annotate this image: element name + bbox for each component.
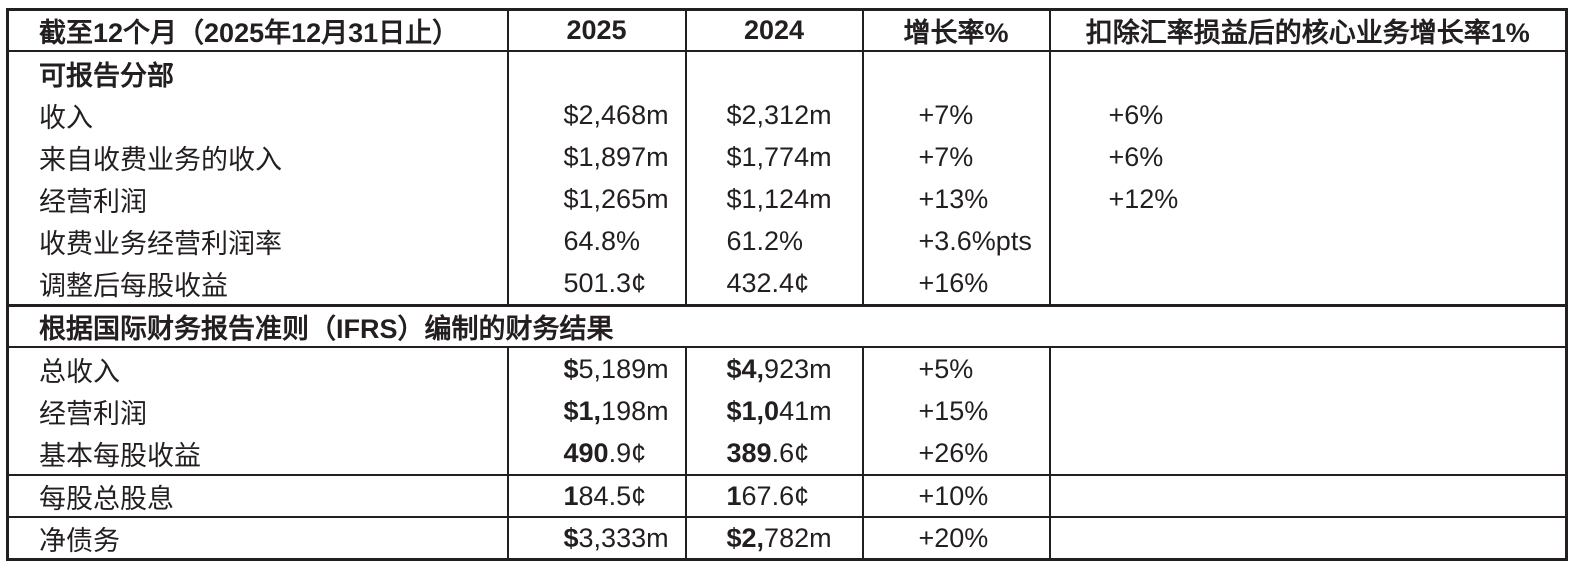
growth-value: +10%	[861, 474, 1050, 517]
table-row: 基本每股收益 490.9¢ 389.6¢ +26%	[8, 432, 1567, 475]
empty-cell	[1048, 51, 1567, 94]
financial-results-table: 截至12个月（2025年12月31日止） 2025 2024 增长率% 扣除汇率…	[6, 8, 1568, 561]
row-label: 收入	[39, 102, 93, 133]
value-2024: $2,782m	[684, 516, 863, 560]
growth-value: +3.6%pts	[861, 220, 1050, 262]
section-header-row-ifrs: 根据国际财务报告准则（IFRS）编制的财务结果	[7, 304, 1567, 348]
value-2024: $1,124m	[684, 178, 863, 220]
col-header-period: 截至12个月（2025年12月31日止）	[7, 9, 508, 52]
value-2025: $3,333m	[506, 516, 686, 560]
row-label: 调整后每股收益	[39, 270, 228, 301]
row-label: 经营利润	[39, 398, 147, 429]
value-2024: $2,312m	[684, 94, 863, 136]
row-label: 经营利润	[39, 186, 147, 217]
value-2025: $1,897m	[506, 136, 686, 178]
value-2025: $5,189m	[506, 347, 686, 390]
core-growth-value	[1048, 390, 1567, 432]
core-growth-value	[1048, 262, 1567, 306]
col-header-growth: 增长率%	[861, 9, 1050, 52]
col-header-2025: 2025	[506, 9, 686, 52]
empty-cell	[861, 51, 1050, 94]
core-growth-value	[1048, 432, 1567, 475]
value-2024: $1,774m	[684, 136, 863, 178]
value-2024: 389.6¢	[684, 432, 863, 475]
table-row: 经营利润 $1,265m $1,124m +13% +12%	[8, 178, 1567, 220]
value-2024: 432.4¢	[684, 262, 863, 306]
core-growth-value	[1048, 516, 1567, 560]
value-2025: 490.9¢	[506, 432, 686, 475]
col-header-core-growth: 扣除汇率损益后的核心业务增长率1%	[1048, 9, 1567, 52]
table-row: 收入 $2,468m $2,312m +7% +6%	[8, 94, 1567, 136]
table-row: 每股总股息 184.5¢ 167.6¢ +10%	[7, 474, 1567, 517]
core-growth-value: +6%	[1048, 94, 1567, 136]
row-label: 总收入	[39, 356, 120, 387]
section-title: 根据国际财务报告准则（IFRS）编制的财务结果	[7, 304, 1567, 348]
core-growth-value	[1048, 347, 1567, 390]
table-row: 总收入 $5,189m $4,923m +5%	[8, 347, 1567, 390]
section-title: 可报告分部	[39, 60, 174, 91]
core-growth-value: +6%	[1048, 136, 1567, 178]
growth-value: +26%	[861, 432, 1050, 475]
table-row: 收费业务经营利润率 64.8% 61.2% +3.6%pts	[8, 220, 1567, 262]
value-2024: $4,923m	[684, 347, 863, 390]
core-growth-value: +12%	[1048, 178, 1567, 220]
empty-cell	[684, 51, 863, 94]
section-header-row-reportable-segment: 可报告分部	[8, 51, 1567, 94]
value-2025: $1,265m	[506, 178, 686, 220]
value-2024: 167.6¢	[684, 474, 863, 517]
row-label: 每股总股息	[7, 474, 508, 517]
growth-value: +16%	[861, 262, 1050, 306]
row-label: 收费业务经营利润率	[39, 228, 282, 259]
table-header-row: 截至12个月（2025年12月31日止） 2025 2024 增长率% 扣除汇率…	[7, 9, 1567, 52]
value-2025: $1,198m	[506, 390, 686, 432]
growth-value: +5%	[861, 347, 1050, 390]
growth-value: +7%	[861, 136, 1050, 178]
row-label: 来自收费业务的收入	[39, 144, 282, 175]
growth-value: +20%	[861, 516, 1050, 560]
growth-value: +7%	[861, 94, 1050, 136]
growth-value: +13%	[861, 178, 1050, 220]
value-2025: 64.8%	[506, 220, 686, 262]
core-growth-value	[1048, 474, 1567, 517]
table-row: 经营利润 $1,198m $1,041m +15%	[8, 390, 1567, 432]
value-2025: 184.5¢	[506, 474, 686, 517]
value-2024: $1,041m	[684, 390, 863, 432]
value-2024: 61.2%	[684, 220, 863, 262]
core-growth-value	[1048, 220, 1567, 262]
empty-cell	[506, 51, 686, 94]
table-row: 净债务 $3,333m $2,782m +20%	[7, 516, 1567, 560]
col-header-2024: 2024	[684, 9, 863, 52]
row-label: 净债务	[7, 516, 508, 560]
table-row: 调整后每股收益 501.3¢ 432.4¢ +16%	[8, 262, 1567, 306]
value-2025: 501.3¢	[506, 262, 686, 306]
table-row: 来自收费业务的收入 $1,897m $1,774m +7% +6%	[8, 136, 1567, 178]
value-2025: $2,468m	[506, 94, 686, 136]
growth-value: +15%	[861, 390, 1050, 432]
row-label: 基本每股收益	[39, 440, 201, 471]
